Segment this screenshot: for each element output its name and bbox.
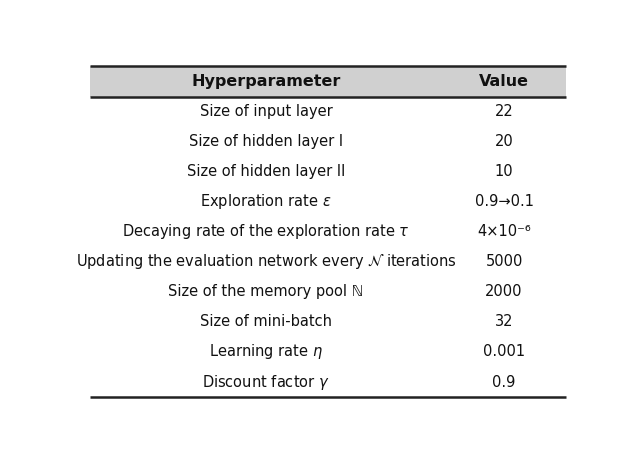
Text: Size of mini-batch: Size of mini-batch [200,315,332,329]
Bar [90,65,566,97]
Text: 2000: 2000 [485,284,523,300]
Text: 0.9→0.1: 0.9→0.1 [475,194,534,209]
Bar [90,97,566,397]
Text: 5000: 5000 [485,254,523,269]
Text: Updating the evaluation network every $\mathcal{N}$ iterations: Updating the evaluation network every $\… [76,252,456,271]
Text: Hyperparameter: Hyperparameter [191,74,340,88]
Text: Learning rate $\eta$: Learning rate $\eta$ [209,343,323,361]
Text: 10: 10 [495,164,513,179]
Text: Value: Value [479,74,529,88]
Text: Size of input layer: Size of input layer [200,104,332,119]
Text: 4×10⁻⁶: 4×10⁻⁶ [477,224,531,239]
Text: 20: 20 [495,134,513,149]
Text: Size of the memory pool ℕ: Size of the memory pool ℕ [168,284,364,300]
Text: Size of hidden layer II: Size of hidden layer II [187,164,345,179]
Text: Exploration rate $\epsilon$: Exploration rate $\epsilon$ [200,192,332,211]
Text: 22: 22 [495,104,513,119]
Text: Decaying rate of the exploration rate $\tau$: Decaying rate of the exploration rate $\… [122,222,410,241]
Text: Size of hidden layer I: Size of hidden layer I [189,134,343,149]
Text: 0.9: 0.9 [492,375,516,389]
Text: Discount factor $\gamma$: Discount factor $\gamma$ [202,372,330,392]
Text: 32: 32 [495,315,513,329]
Text: 0.001: 0.001 [483,344,525,360]
